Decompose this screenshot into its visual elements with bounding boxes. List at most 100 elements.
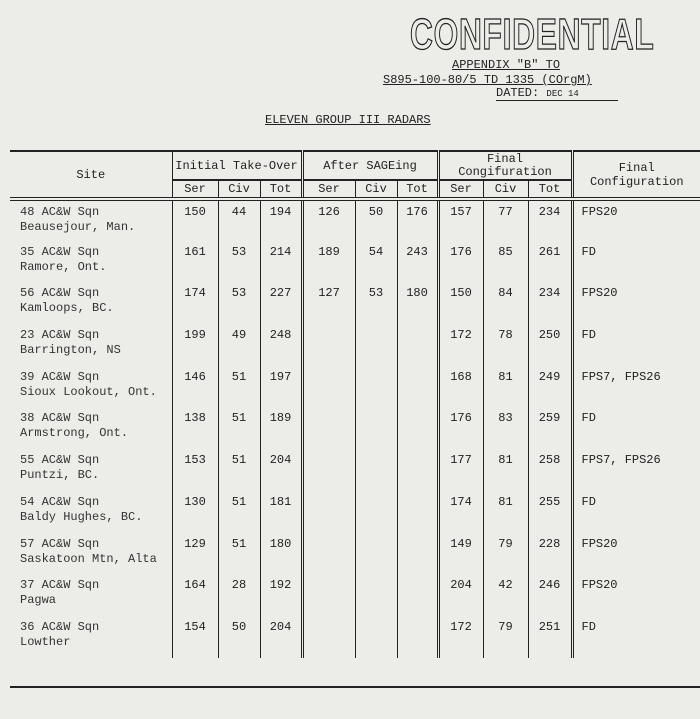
value-cell: 150 xyxy=(171,199,218,241)
site-cell: 54 AC&W Sqn Baldy Hughes, BC. xyxy=(10,491,172,533)
configuration-cell: FD xyxy=(570,490,700,533)
header-final-congifuration: Final Congifuration xyxy=(436,151,572,180)
table-row: 57 AC&W Sqn Saskatoon Mtn, Alta 129 51 180 14… xyxy=(10,532,700,575)
value-cell: 204 xyxy=(259,615,302,658)
site-location: Saskatoon Mtn, Alta xyxy=(20,551,157,566)
value-cell: 177 xyxy=(436,449,483,491)
site-cell: 55 AC&W Sqn Puntzi, BC. xyxy=(10,449,172,491)
value-cell: 44 xyxy=(217,199,260,241)
value-cell: 79 xyxy=(482,532,528,575)
value-cell: 83 xyxy=(482,407,528,450)
header-initial-take-over: Initial Take-Over xyxy=(171,151,302,180)
value-cell: 181 xyxy=(259,490,302,533)
value-cell: 189 xyxy=(259,407,302,450)
value-cell: 250 xyxy=(527,324,572,366)
value-cell xyxy=(300,407,355,450)
value-cell xyxy=(396,615,438,658)
value-cell xyxy=(354,532,397,575)
value-cell xyxy=(354,615,397,658)
site-cell: 48 AC&W Sqn Beausejour, Man. xyxy=(10,199,172,241)
value-cell xyxy=(354,365,397,408)
squadron-name: 23 AC&W Sqn xyxy=(20,328,100,343)
value-cell xyxy=(354,449,397,491)
table-row: 39 AC&W Sqn Sioux Lookout, Ont. 146 51 197 16… xyxy=(10,365,700,408)
value-cell: 228 xyxy=(527,532,572,575)
value-cell: 168 xyxy=(436,365,483,408)
value-cell: 176 xyxy=(396,199,438,241)
confidential-stamp: CONFIDENTIAL xyxy=(410,9,655,59)
table-row: 23 AC&W Sqn Barrington, NS 199 49 248 172 78 25… xyxy=(10,324,700,366)
value-cell: 161 xyxy=(171,240,218,283)
site-cell: 56 AC&W Sqn Kamloops, BC. xyxy=(10,282,172,324)
subheader-tot: Tot xyxy=(396,180,438,199)
value-cell: 130 xyxy=(171,490,218,533)
table-row: 36 AC&W Sqn Lowther 154 50 204 172 79 251 FD xyxy=(10,615,700,658)
header-final-configuration: Final Configuration xyxy=(570,151,700,199)
value-cell: 153 xyxy=(171,449,218,491)
value-cell: 172 xyxy=(436,324,483,366)
value-cell: 164 xyxy=(171,574,218,616)
value-cell: 259 xyxy=(527,407,572,450)
value-cell: 234 xyxy=(527,199,572,241)
value-cell: 176 xyxy=(436,407,483,450)
configuration-cell: FPS20 xyxy=(570,532,700,575)
dated-stamp: DEC 14 xyxy=(546,89,579,99)
file-reference: S895-100-80/5 TD 1335 (COrgM) xyxy=(383,73,592,87)
value-cell: 127 xyxy=(300,282,355,325)
site-location: Beausejour, Man. xyxy=(20,220,136,234)
value-cell xyxy=(300,365,355,408)
site-cell: 57 AC&W Sqn Saskatoon Mtn, Alta xyxy=(10,533,172,575)
value-cell: 174 xyxy=(436,490,483,533)
configuration-cell: FD xyxy=(570,240,700,283)
squadron-name: 39 AC&W Sqn xyxy=(20,369,100,384)
value-cell: 261 xyxy=(527,240,572,283)
value-cell: 28 xyxy=(217,574,260,616)
value-cell: 180 xyxy=(259,532,302,575)
table-bottom-rule xyxy=(10,686,700,688)
value-cell: 54 xyxy=(354,240,397,283)
value-cell: 81 xyxy=(482,449,528,491)
subheader-tot: Tot xyxy=(527,180,572,199)
value-cell xyxy=(396,532,438,575)
site-cell: 38 AC&W Sqn Armstrong, Ont. xyxy=(10,407,172,449)
configuration-cell: FPS7, FPS26 xyxy=(570,365,700,408)
subheader-ser: Ser xyxy=(300,180,355,199)
value-cell xyxy=(354,324,397,366)
value-cell xyxy=(396,449,438,491)
value-cell: 51 xyxy=(217,532,260,575)
subheader-civ: Civ xyxy=(354,180,397,199)
value-cell: 51 xyxy=(217,365,260,408)
dated-line: DATED: DEC 14 xyxy=(496,86,618,101)
value-cell: 214 xyxy=(259,240,302,283)
site-location: Puntzi, BC. xyxy=(20,468,100,483)
value-cell: 81 xyxy=(482,365,528,408)
value-cell: 204 xyxy=(259,449,302,491)
squadron-name: 37 AC&W Sqn xyxy=(20,578,100,593)
site-location: Kamloops, BC. xyxy=(20,301,114,316)
header-site: Site xyxy=(76,167,106,182)
value-cell xyxy=(354,407,397,450)
value-cell xyxy=(300,324,355,366)
table-row: 48 AC&W Sqn Beausejour, Man. 150 44 194 126 50… xyxy=(10,199,700,241)
value-cell: 79 xyxy=(482,615,528,658)
value-cell: 176 xyxy=(436,240,483,283)
value-cell: 77 xyxy=(482,199,528,241)
site-location: Lowther xyxy=(20,634,71,649)
value-cell: 204 xyxy=(436,574,483,616)
value-cell: 172 xyxy=(436,615,483,658)
value-cell: 150 xyxy=(436,282,483,325)
value-cell: 199 xyxy=(171,324,218,366)
value-cell: 234 xyxy=(527,282,572,325)
configuration-cell: FPS20 xyxy=(570,282,700,325)
value-cell: 129 xyxy=(171,532,218,575)
value-cell: 53 xyxy=(217,282,260,325)
value-cell: 197 xyxy=(259,365,302,408)
subheader-civ: Civ xyxy=(217,180,260,199)
value-cell: 42 xyxy=(482,574,528,616)
squadron-name: 38 AC&W Sqn xyxy=(20,411,100,426)
table-row: 55 AC&W Sqn Puntzi, BC. 153 51 204 177 81 258 FP… xyxy=(10,449,700,491)
site-location: Armstrong, Ont. xyxy=(20,426,129,441)
site-location: Sioux Lookout, Ont. xyxy=(20,384,157,399)
table-row: 38 AC&W Sqn Armstrong, Ont. 138 51 189 176 83 2… xyxy=(10,407,700,450)
header-final-group-label: Final Congifuration xyxy=(458,151,552,179)
